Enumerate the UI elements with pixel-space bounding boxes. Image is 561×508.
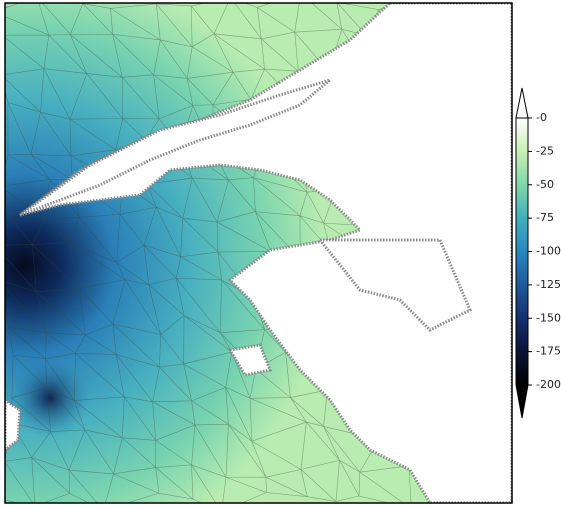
map-area	[5, 3, 512, 503]
colorbar-tick-label: -0	[536, 111, 547, 124]
colorbar-top-arrow	[515, 87, 529, 119]
colorbar-tick-label: -175	[536, 345, 561, 358]
colorbar: -0 -25 -50 -75 -100 -125 -150 -175 -200	[515, 87, 561, 419]
colorbar-tick-label: -150	[536, 311, 561, 324]
colorbar-tick-label: -25	[536, 144, 554, 157]
map-frame	[4, 2, 513, 504]
colorbar-tick-label: -125	[536, 278, 561, 291]
bay-land	[316, 238, 472, 332]
colorbar-tick-label: -50	[536, 178, 554, 191]
sound	[19, 78, 331, 217]
land	[5, 3, 512, 503]
island	[227, 343, 273, 377]
land-sw	[5, 398, 22, 452]
colorbar-body	[515, 117, 529, 386]
colorbar-tick-label: -75	[536, 211, 554, 224]
colorbar-tick-label: -100	[536, 245, 561, 258]
colorbar-bottom-arrow	[515, 384, 529, 419]
colorbar-tick-label: -200	[536, 378, 561, 391]
